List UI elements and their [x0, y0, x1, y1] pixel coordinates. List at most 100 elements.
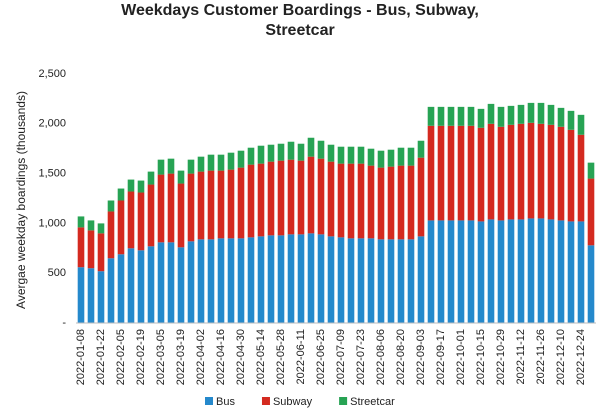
x-tick-label: 2022-10-15: [475, 329, 487, 385]
bar-segment: [237, 167, 245, 239]
x-tick-label: 2022-11-26: [535, 329, 547, 384]
bar-segment: [317, 234, 325, 323]
bar-segment: [407, 239, 415, 323]
bar-segment: [517, 104, 525, 124]
bar-segment: [187, 241, 195, 323]
y-tick-label: 1,500: [38, 168, 66, 180]
y-axis-label: Avergae weekday boardings (thousands): [14, 91, 28, 309]
bar-segment: [437, 106, 445, 126]
bar-segment: [437, 220, 445, 323]
bar-segment: [147, 171, 155, 185]
bar-segment: [537, 123, 545, 219]
bar-segment: [227, 238, 235, 323]
bar-segment: [557, 107, 565, 127]
bar-segment: [127, 191, 135, 249]
bar-segment: [507, 124, 515, 220]
y-tick-label: 2,500: [38, 68, 66, 80]
y-tick-label: 500: [48, 267, 66, 279]
bar-segment: [377, 167, 385, 240]
bar-segment: [287, 234, 295, 323]
y-tick-label: 2,000: [38, 118, 66, 130]
bar-segment: [167, 158, 175, 174]
bar-segment: [327, 161, 335, 237]
bar-segment: [117, 254, 125, 323]
x-tick-label: 2022-03-19: [175, 329, 187, 385]
bar-segment: [317, 140, 325, 159]
bar-segment: [457, 125, 465, 221]
bar-segment: [487, 219, 495, 323]
bar-segment: [537, 218, 545, 323]
bar-segment: [147, 184, 155, 247]
bar-segment: [97, 223, 105, 234]
bar-segment: [547, 124, 555, 220]
bar-segment: [307, 137, 315, 157]
bar-segment: [107, 211, 115, 259]
bar-segment: [407, 147, 415, 166]
bar-segment: [487, 103, 495, 124]
x-tick-label: 2022-02-05: [115, 329, 127, 385]
bar-segment: [257, 163, 265, 237]
bar-segment: [287, 159, 295, 235]
bar-segment: [547, 219, 555, 323]
bar-segment: [307, 156, 315, 234]
bar-segment: [207, 239, 215, 323]
x-tick-label: 2022-04-02: [195, 329, 207, 385]
bar-segment: [367, 165, 375, 239]
bar-segment: [557, 126, 565, 221]
x-tick-label: 2022-09-03: [415, 329, 427, 385]
bar-segment: [187, 159, 195, 174]
bar-segment: [377, 239, 385, 323]
bar-segment: [207, 170, 215, 240]
bar-segment: [467, 220, 475, 323]
bar-segment: [277, 235, 285, 323]
bar-segment: [147, 246, 155, 323]
bar-segment: [447, 125, 455, 221]
bar-segment: [427, 220, 435, 323]
bar-segment: [577, 114, 585, 135]
bar-segment: [477, 127, 485, 222]
bar-segment: [217, 238, 225, 323]
bar-segment: [437, 125, 445, 221]
bar-segment: [77, 216, 85, 228]
bar-segment: [137, 180, 145, 193]
x-tick-label: 2022-12-10: [555, 329, 567, 385]
x-tick-label: 2022-07-23: [355, 329, 367, 385]
bar-segment: [267, 235, 275, 323]
bar-segment: [97, 271, 105, 323]
bar-segment: [127, 248, 135, 323]
bar-segment: [107, 200, 115, 212]
bar-segment: [417, 236, 425, 323]
bar-segment: [467, 106, 475, 126]
bar-segment: [157, 174, 165, 243]
x-tick-label: 2022-06-11: [295, 329, 307, 384]
bar-segment: [257, 145, 265, 164]
bar-segment: [157, 159, 165, 175]
bar-segment: [547, 104, 555, 125]
legend-label: Bus: [216, 396, 235, 408]
x-tick-label: 2022-08-20: [395, 329, 407, 385]
bar-segment: [277, 160, 285, 236]
x-tick-label: 2022-07-09: [335, 329, 347, 385]
bar-segment: [347, 163, 355, 239]
bar-segment: [77, 227, 85, 268]
bar-segment: [197, 171, 205, 240]
x-tick-label: 2022-08-06: [375, 329, 387, 385]
bar-segment: [367, 148, 375, 166]
bar-segment: [427, 125, 435, 221]
bar-segment: [107, 258, 115, 323]
bar-segment: [187, 173, 195, 242]
bar-segment: [477, 221, 485, 323]
bar-segment: [387, 239, 395, 323]
x-tick-label: 2022-04-30: [235, 329, 247, 385]
bar-segment: [367, 238, 375, 323]
bar-segment: [117, 200, 125, 255]
bar-segment: [227, 169, 235, 239]
bar-segment: [297, 143, 305, 161]
bar-segment: [307, 233, 315, 323]
bar-segment: [397, 239, 405, 323]
bar-segment: [127, 179, 135, 192]
bar-segment: [507, 105, 515, 125]
bar-segment: [457, 220, 465, 323]
bar-segment: [277, 143, 285, 161]
